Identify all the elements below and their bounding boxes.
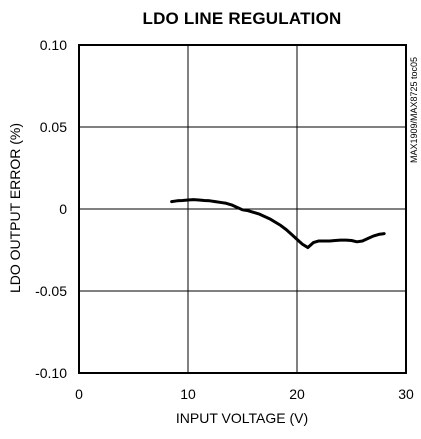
x-axis-tick-labels: 0 10 20 30 — [75, 386, 414, 402]
x-tick-label: 20 — [289, 386, 305, 402]
series-layer — [170, 198, 386, 250]
x-axis-label: INPUT VOLTAGE (V) — [176, 410, 308, 426]
y-axis-tick-labels: 0.10 0.05 0 -0.05 -0.10 — [35, 37, 67, 381]
plot-frame — [78, 44, 407, 374]
x-tick-label: 10 — [180, 386, 196, 402]
x-tick-label: 0 — [75, 386, 83, 402]
series-line-0 — [170, 198, 386, 250]
y-tick-label: 0.05 — [40, 119, 67, 135]
x-tick-label: 30 — [398, 386, 414, 402]
y-tick-label: 0 — [59, 201, 67, 217]
y-axis-label: LDO OUTPUT ERROR (%) — [7, 123, 23, 293]
y-tick-label: -0.05 — [35, 283, 67, 299]
grid-lines — [79, 45, 406, 373]
chart-title: LDO LINE REGULATION — [143, 9, 342, 28]
figure-reference: MAX1909/MAX8725 toc05 — [409, 57, 419, 163]
y-tick-label: 0.10 — [40, 37, 67, 53]
y-tick-label: -0.10 — [35, 365, 67, 381]
